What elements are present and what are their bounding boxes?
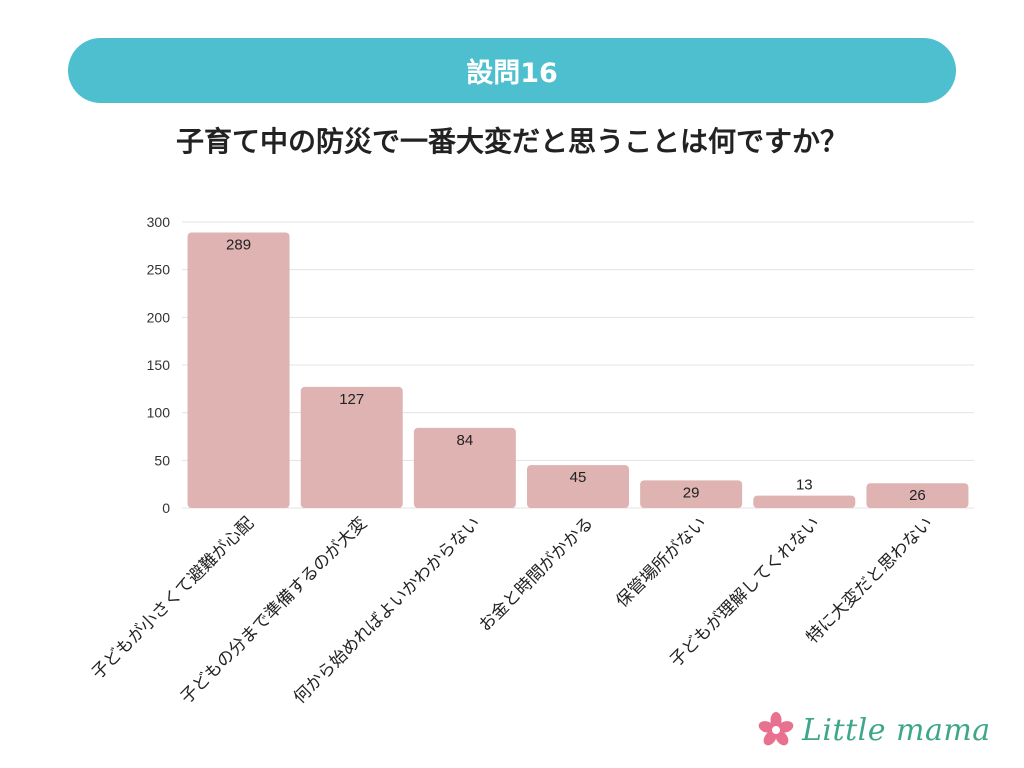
bar: [527, 465, 629, 508]
y-tick-label: 300: [147, 214, 171, 230]
x-category-label: 子どもの分まで準備するのが大変: [177, 513, 371, 707]
y-tick-label: 250: [147, 262, 171, 278]
bar-value-label: 84: [457, 432, 474, 449]
bar-value-label: 13: [796, 477, 813, 494]
bar: [866, 483, 969, 508]
banner-label: 設問16: [466, 58, 558, 89]
question-title: 子育て中の防災で一番大変だと思うことは何ですか？: [175, 125, 848, 158]
bar-value-label: 29: [683, 484, 700, 501]
bar: [413, 427, 516, 508]
question-banner: 設問16: [68, 38, 956, 103]
bar-value-label: 45: [570, 469, 587, 486]
logo: Little mama: [758, 710, 991, 750]
y-tick-label: 100: [147, 405, 171, 421]
logo-text: Little mama: [802, 712, 991, 748]
flower-icon: [758, 712, 794, 746]
y-tick-label: 150: [147, 357, 171, 373]
x-category-label: 保管場所がない: [612, 513, 710, 611]
bar-value-label: 26: [909, 487, 926, 504]
x-category-label: お金と時間がかかる: [475, 513, 597, 635]
x-category-label: 特に大変だと思わない: [803, 513, 937, 647]
bar-value-label: 127: [339, 391, 364, 408]
y-tick-label: 0: [162, 500, 170, 516]
bar-value-label: 289: [226, 236, 251, 253]
y-tick-label: 200: [147, 309, 171, 325]
x-category-label: 何から始めればよいかわからない: [290, 513, 484, 707]
bar: [753, 495, 856, 508]
bar: [300, 386, 403, 508]
bar: [640, 480, 743, 508]
y-tick-label: 50: [154, 452, 170, 468]
bar: [187, 232, 290, 508]
